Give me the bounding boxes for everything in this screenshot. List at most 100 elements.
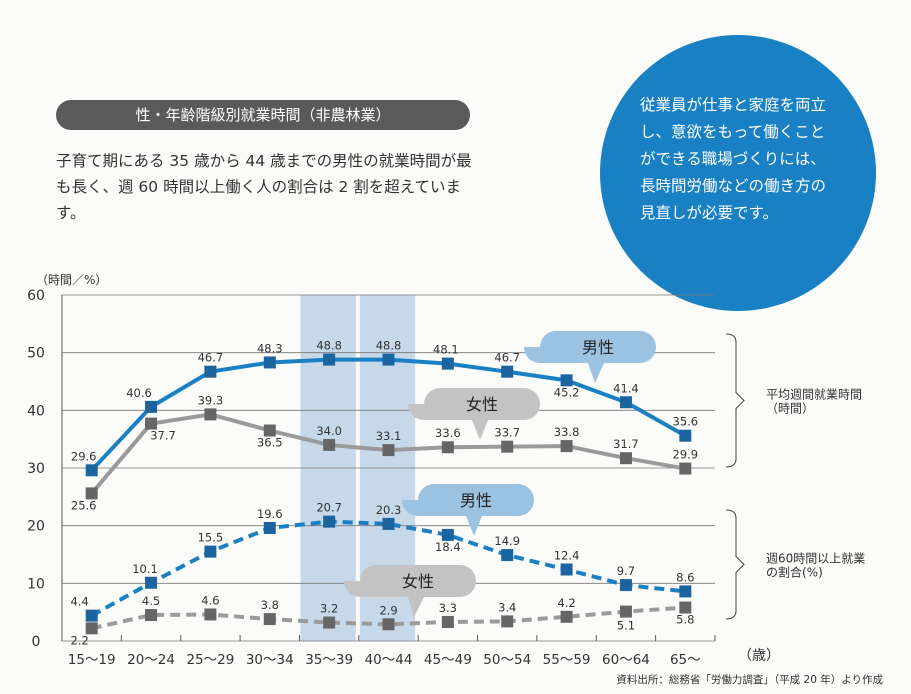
legend-callout xyxy=(524,331,656,383)
data-label: 33.6 xyxy=(435,426,461,440)
data-label: 31.7 xyxy=(613,437,639,451)
data-point xyxy=(619,605,632,618)
data-point xyxy=(679,585,692,598)
brace-label: （時間） xyxy=(766,402,814,416)
data-label: 46.7 xyxy=(198,351,224,365)
data-point xyxy=(323,353,336,366)
data-label: 2.9 xyxy=(379,603,397,617)
data-point xyxy=(204,408,217,421)
data-point xyxy=(560,563,573,576)
legend-callout xyxy=(344,565,476,617)
data-label: 48.8 xyxy=(376,339,402,353)
data-label: 35.6 xyxy=(673,415,699,429)
data-label: 18.4 xyxy=(435,540,461,554)
data-label: 36.5 xyxy=(257,436,283,450)
data-label: 33.8 xyxy=(554,425,580,439)
data-point xyxy=(501,440,514,453)
data-point xyxy=(679,429,692,442)
data-label: 10.1 xyxy=(132,562,158,576)
source-note: 資料出所：総務省「労働力調査」（平成 20 年）より作成 xyxy=(616,674,883,686)
data-point xyxy=(263,424,276,437)
data-point xyxy=(323,515,336,528)
data-label: 4.5 xyxy=(142,594,160,608)
data-point xyxy=(382,517,395,530)
y-tick-label: 30 xyxy=(27,461,45,477)
data-point xyxy=(263,613,276,626)
series-line-3 xyxy=(91,605,686,631)
x-tick-label: 40～44 xyxy=(365,652,413,668)
data-label: 4.2 xyxy=(557,596,575,610)
legend-callout xyxy=(402,484,534,536)
data-label: 41.4 xyxy=(613,381,639,395)
data-label: 15.5 xyxy=(198,531,224,545)
legend-label: 男性 xyxy=(460,491,492,510)
data-label: 20.7 xyxy=(316,501,342,515)
data-label: 19.6 xyxy=(257,507,283,521)
data-label: 12.4 xyxy=(554,548,580,562)
x-tick-label: 50～54 xyxy=(483,652,531,668)
y-tick-label: 0 xyxy=(32,634,41,650)
data-label: 5.8 xyxy=(676,613,694,627)
data-label: 48.8 xyxy=(316,339,342,353)
data-point xyxy=(323,616,336,629)
data-point xyxy=(145,417,158,430)
data-label: 3.4 xyxy=(498,600,516,614)
data-point xyxy=(145,576,158,589)
data-label: 3.3 xyxy=(439,601,457,615)
data-label: 14.9 xyxy=(494,534,520,548)
data-point xyxy=(501,365,514,378)
data-point xyxy=(382,353,395,366)
data-point xyxy=(85,609,98,622)
y-tick-label: 20 xyxy=(27,519,45,535)
data-point xyxy=(560,440,573,453)
chart-title: 性・年齢階級別就業時間（非農林業） xyxy=(56,100,470,130)
legend-label: 女性 xyxy=(466,395,498,414)
data-label: 37.7 xyxy=(150,429,176,443)
data-point xyxy=(619,396,632,409)
message-text: 従業員が仕事と家庭を両立し、意欲をもって働くことができる職場づくりには、長時間労… xyxy=(640,96,827,222)
legend-callout xyxy=(408,388,540,440)
data-point xyxy=(441,615,454,628)
data-point xyxy=(145,400,158,413)
data-point xyxy=(382,444,395,457)
y-tick-label: 40 xyxy=(27,403,45,419)
data-point xyxy=(204,608,217,621)
data-point xyxy=(560,374,573,387)
legend-label: 女性 xyxy=(402,572,434,591)
lead-text: 子育て期にある 35 歳から 44 歳までの男性の就業時間が最も長く、週 60 … xyxy=(56,152,472,222)
data-label: 40.6 xyxy=(126,386,152,400)
x-tick-label: 45～49 xyxy=(424,652,472,668)
data-point xyxy=(145,609,158,622)
y-axis-label: （時間／%） xyxy=(36,273,107,287)
brace-label: の割合(%) xyxy=(766,565,823,580)
data-label: 4.6 xyxy=(201,593,219,607)
series-line-2 xyxy=(90,519,686,618)
data-label: 3.8 xyxy=(261,598,279,612)
data-label: 33.1 xyxy=(376,429,402,443)
data-label: 46.7 xyxy=(494,351,520,365)
data-label: 33.7 xyxy=(494,426,520,440)
data-label: 25.6 xyxy=(71,498,97,512)
data-point xyxy=(501,615,514,628)
data-point xyxy=(560,610,573,623)
y-tick-label: 50 xyxy=(27,346,45,362)
data-label: 9.7 xyxy=(617,564,635,578)
data-point xyxy=(441,357,454,370)
legend-label: 男性 xyxy=(582,338,614,357)
data-label: 29.9 xyxy=(673,448,699,462)
data-point xyxy=(619,579,632,592)
x-tick-label: 25～29 xyxy=(186,652,234,668)
data-label: 20.3 xyxy=(376,503,402,517)
data-label: 45.2 xyxy=(554,385,580,399)
data-point xyxy=(204,365,217,378)
data-point xyxy=(619,452,632,465)
brace xyxy=(725,509,745,620)
data-label: 5.1 xyxy=(617,619,635,633)
data-point xyxy=(263,521,276,534)
brace-label: 平均週間就業時間 xyxy=(766,388,862,402)
data-point xyxy=(85,487,98,500)
x-tick-label: 15～19 xyxy=(68,652,116,668)
x-tick-label: 35～39 xyxy=(305,652,353,668)
